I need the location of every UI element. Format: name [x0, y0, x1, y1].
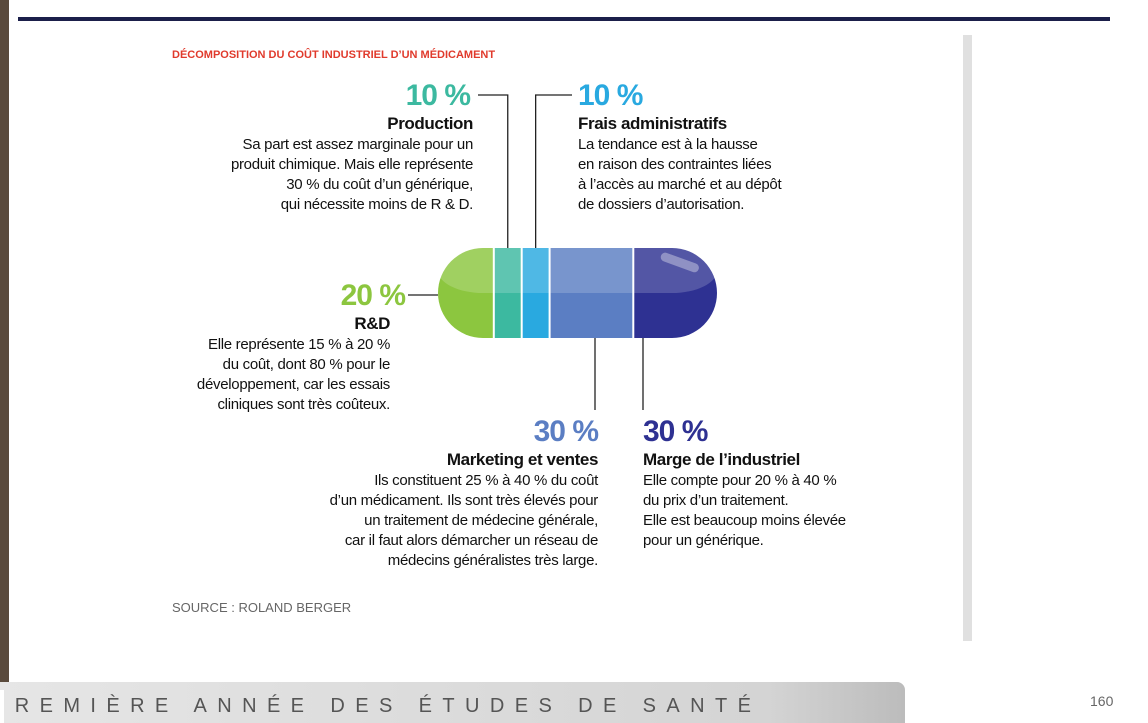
- percent-label: 30 %: [643, 415, 708, 448]
- description-line: développement, car les essais: [197, 376, 390, 393]
- page-number: 160: [1090, 693, 1114, 709]
- pill-segment: [493, 248, 522, 338]
- description-line: médecins généralistes très large.: [388, 552, 598, 569]
- footer-edge: [0, 690, 4, 723]
- percent-label: 10 %: [578, 79, 643, 112]
- description-line: car il faut alors démarcher un réseau de: [345, 532, 598, 549]
- description-line: 30 % du coût d’un générique,: [286, 176, 473, 193]
- segment-name: Marge de l’industriel: [643, 450, 800, 469]
- description-line: cliniques sont très coûteux.: [217, 396, 390, 413]
- description-line: un traitement de médecine générale,: [364, 512, 598, 529]
- pill: [438, 248, 717, 338]
- pill-shine: [660, 252, 699, 273]
- title: DÉCOMPOSITION DU COÛT INDUSTRIEL D’UN MÉ…: [172, 48, 495, 61]
- segment-name: R&D: [354, 314, 390, 333]
- pill-segment: [549, 248, 634, 338]
- description-line: d’un médicament. Ils sont très élevés po…: [330, 492, 599, 509]
- pill-segment: [633, 248, 717, 338]
- description-line: du prix d’un traitement.: [643, 492, 788, 509]
- description-line: Ils constituent 25 % à 40 % du coût: [374, 472, 599, 489]
- segment-name: Production: [387, 114, 473, 133]
- description-line: Elle représente 15 % à 20 %: [208, 336, 390, 353]
- side-bar: [963, 35, 972, 641]
- description-line: Elle compte pour 20 % à 40 %: [643, 472, 836, 489]
- description-line: La tendance est à la hausse: [578, 136, 758, 153]
- description-line: qui nécessite moins de R & D.: [281, 196, 473, 213]
- percent-label: 30 %: [534, 415, 599, 448]
- footer-band: [0, 682, 905, 723]
- percent-label: 20 %: [341, 279, 406, 312]
- segment-name: Frais administratifs: [578, 114, 727, 133]
- description-line: en raison des contraintes liées: [578, 156, 771, 173]
- description-line: Sa part est assez marginale pour un: [243, 136, 473, 153]
- percent-label: 10 %: [406, 79, 471, 112]
- source: SOURCE : ROLAND BERGER: [172, 600, 351, 615]
- description-line: de dossiers d’autorisation.: [578, 196, 744, 213]
- description-line: à l’accès au marché et au dépôt: [578, 176, 782, 193]
- description-line: pour un générique.: [643, 532, 764, 549]
- connector: [478, 94, 509, 248]
- left-bar: [0, 0, 9, 690]
- top-rule: [18, 17, 1110, 21]
- footer: PREMIÈRE ANNÉE DES ÉTUDES DE SANTÉ: [0, 694, 761, 717]
- description-line: Elle est beaucoup moins élevée: [643, 512, 846, 529]
- description-line: produit chimique. Mais elle représente: [231, 156, 473, 173]
- pill-segment: [521, 248, 550, 338]
- description-line: du coût, dont 80 % pour le: [223, 356, 390, 373]
- segment-name: Marketing et ventes: [447, 450, 598, 469]
- connector: [535, 94, 572, 248]
- pill-segment: [438, 248, 494, 338]
